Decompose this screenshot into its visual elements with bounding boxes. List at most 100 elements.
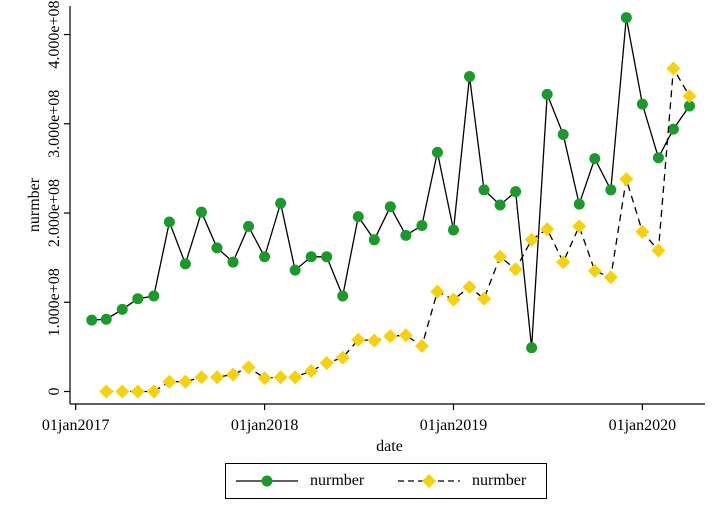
data-point: [163, 216, 175, 228]
data-point: [478, 184, 490, 196]
data-point: [652, 152, 664, 164]
chart-legend: nurmber nurmber: [225, 463, 547, 499]
data-point: [384, 201, 396, 213]
data-point: [132, 293, 144, 305]
x-tick-label: 01jan2020: [609, 417, 677, 434]
series-2-line: [106, 66, 691, 393]
data-point: [493, 249, 508, 264]
data-point: [179, 258, 191, 270]
data-point: [100, 313, 112, 325]
data-point: [148, 290, 160, 302]
data-point: [194, 370, 209, 385]
series-2: [99, 61, 697, 399]
data-point: [603, 270, 618, 285]
x-tick-label: 01jan2018: [231, 417, 299, 434]
series-1: [86, 12, 695, 354]
chart-series: [86, 12, 697, 399]
data-point: [257, 371, 272, 386]
data-point: [352, 211, 364, 223]
data-point: [195, 206, 207, 218]
data-point: [587, 264, 602, 279]
data-point: [619, 172, 634, 187]
legend-symbol-series-1: [236, 475, 298, 487]
data-point: [526, 342, 538, 354]
data-point: [430, 284, 445, 299]
data-point: [259, 251, 271, 263]
data-point: [289, 264, 301, 276]
data-point: [477, 291, 492, 306]
x-tick-label: 01jan2017: [42, 417, 110, 434]
data-point: [683, 100, 695, 112]
data-point: [447, 224, 459, 236]
chart-axes: 0 1.000e+08 2.000e+08 3.000e+08 4.000e+08 01j…: [26, 0, 705, 455]
data-point: [416, 220, 428, 232]
data-point: [86, 314, 98, 326]
data-point: [335, 350, 350, 365]
data-point: [368, 234, 380, 246]
data-point: [508, 262, 523, 277]
data-point: [398, 328, 413, 343]
data-point: [146, 384, 161, 399]
data-point: [682, 89, 697, 104]
data-point: [227, 256, 239, 268]
data-point: [211, 242, 223, 254]
data-point: [226, 367, 241, 382]
y-tick-label: 3.000e+08: [46, 90, 63, 158]
data-point: [589, 153, 601, 165]
data-point: [241, 360, 256, 375]
data-point: [556, 255, 571, 270]
data-point: [337, 290, 349, 302]
data-point: [524, 232, 539, 247]
legend-label-series-2: nurmber: [472, 472, 527, 489]
data-point: [541, 88, 553, 100]
data-point: [636, 98, 648, 110]
data-point: [367, 333, 382, 348]
legend-symbol-series-2: [398, 474, 460, 488]
data-point: [666, 61, 681, 76]
data-point: [635, 224, 650, 239]
data-point: [209, 370, 224, 385]
data-point: [414, 338, 429, 353]
data-point: [275, 197, 287, 209]
data-point: [273, 370, 288, 385]
data-point: [130, 384, 145, 399]
y-tick-label: 1.000e+08: [46, 268, 63, 336]
x-axis-title: date: [376, 438, 403, 455]
data-point: [351, 332, 366, 347]
data-point: [178, 374, 193, 389]
data-point: [557, 129, 569, 141]
data-point: [321, 251, 333, 263]
y-tick-label: 0: [46, 388, 63, 396]
data-point: [162, 374, 177, 389]
data-point: [99, 384, 114, 399]
data-point: [462, 280, 477, 295]
y-tick-label: 4.000e+08: [46, 0, 63, 68]
data-point: [319, 355, 334, 370]
y-tick-label: 2.000e+08: [46, 179, 63, 247]
data-point: [400, 229, 412, 241]
data-point: [304, 363, 319, 378]
data-point: [115, 384, 130, 399]
legend-label-series-1: nurmber: [310, 472, 365, 489]
data-point: [667, 123, 679, 135]
data-point: [510, 186, 522, 198]
data-point: [494, 199, 506, 211]
data-point: [540, 222, 555, 237]
data-point: [431, 146, 443, 158]
data-point: [605, 184, 617, 196]
data-point: [243, 220, 255, 232]
y-axis-title: nurmber: [26, 177, 43, 232]
series-1-line: [91, 17, 691, 348]
data-point: [446, 292, 461, 307]
data-point: [651, 243, 666, 258]
data-point: [116, 303, 128, 315]
data-point: [573, 198, 585, 210]
data-point: [620, 12, 632, 24]
data-point: [305, 251, 317, 263]
x-tick-label: 01jan2019: [420, 417, 488, 434]
data-point: [383, 329, 398, 344]
data-point: [464, 70, 476, 82]
data-point: [288, 370, 303, 385]
data-point: [572, 219, 587, 234]
